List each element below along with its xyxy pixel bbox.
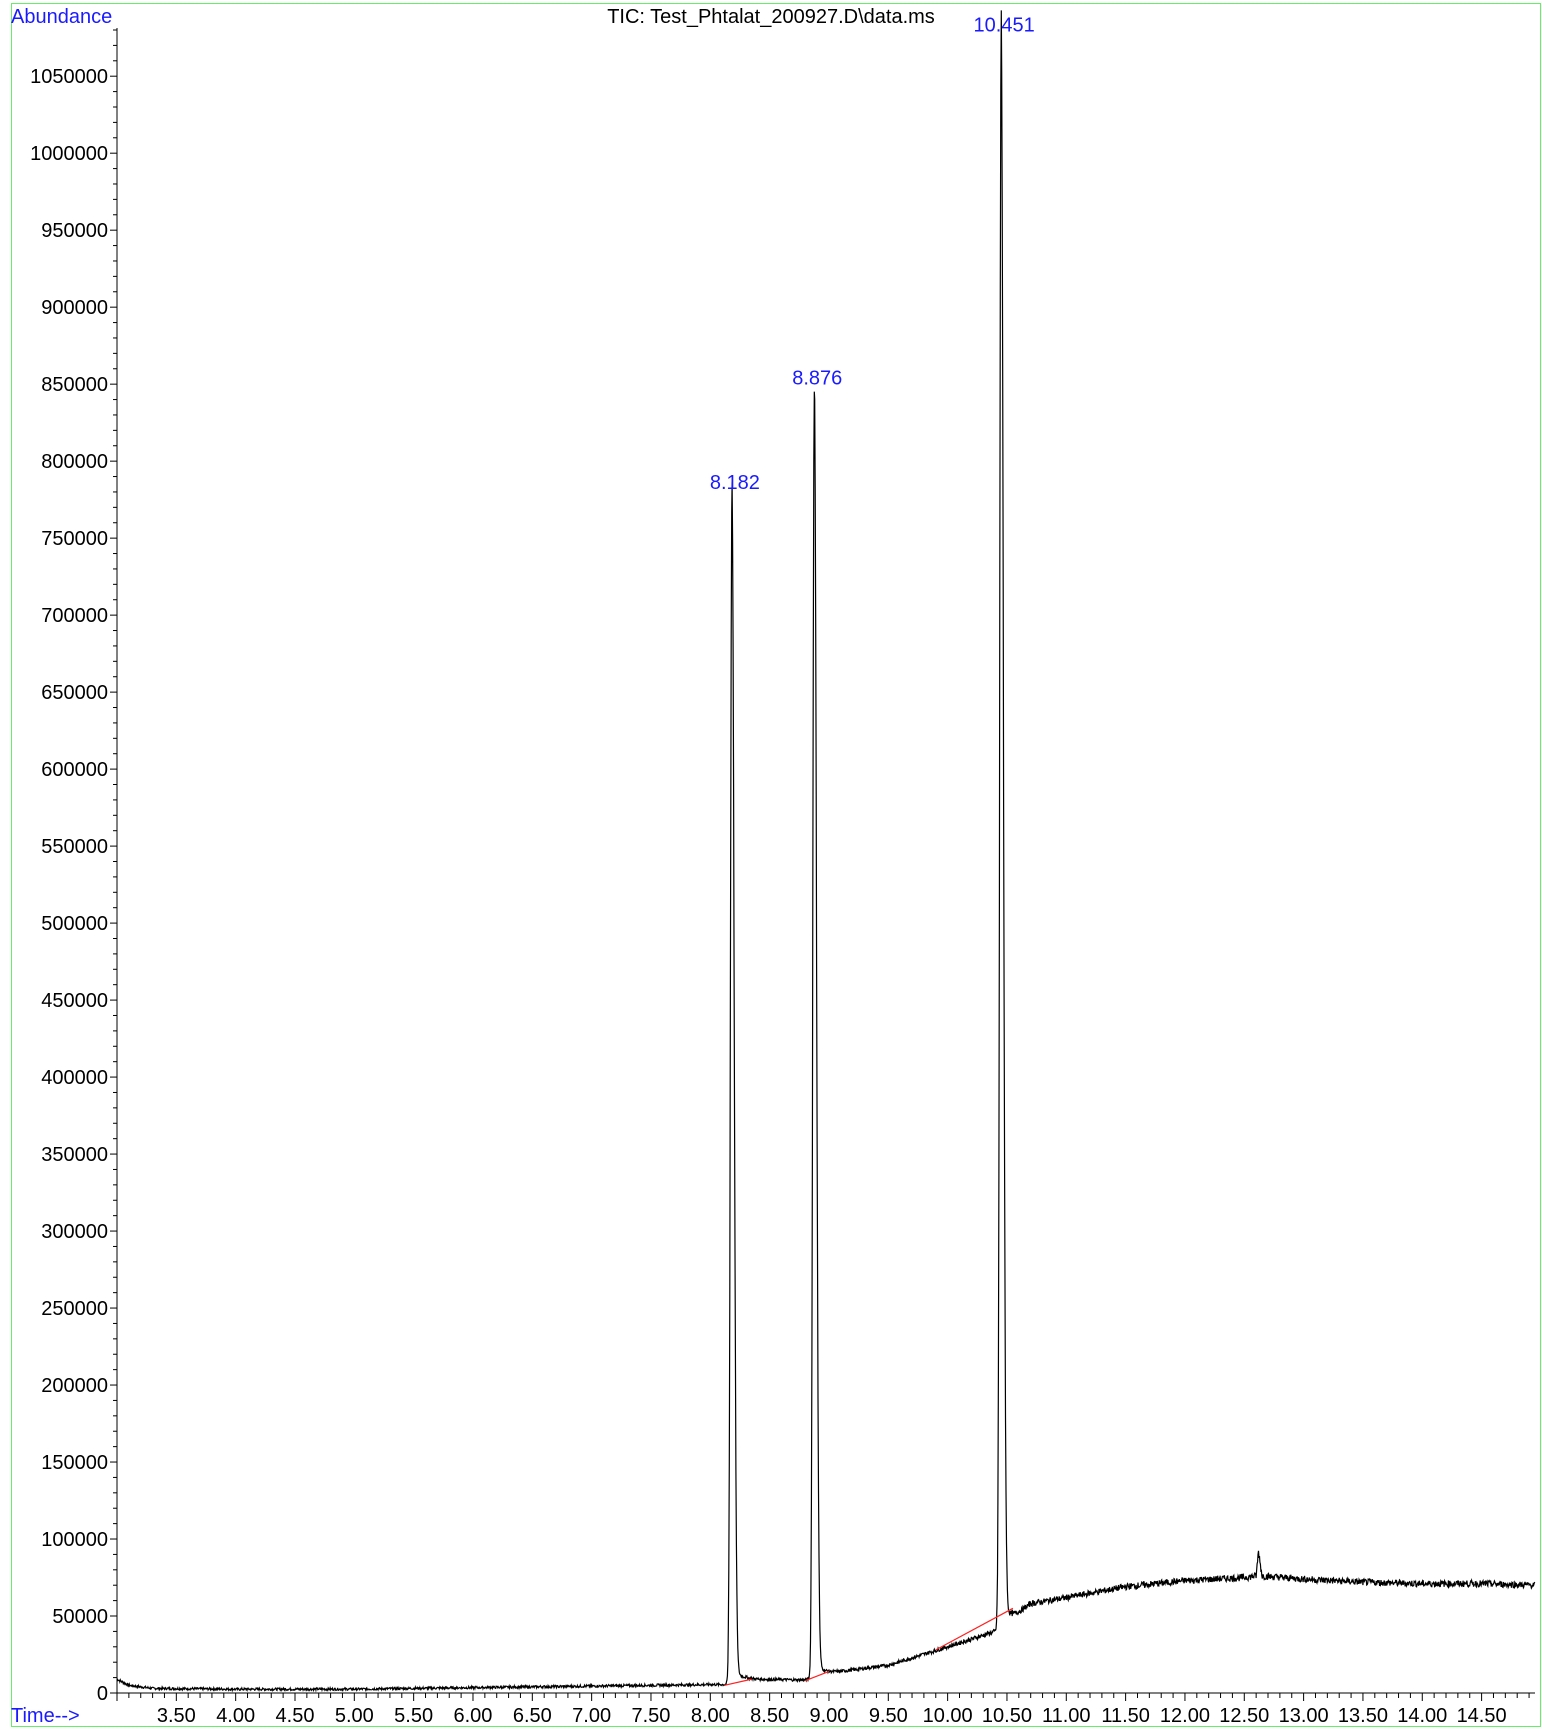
x-tick-label: 7.50 [632,1705,671,1727]
y-tick-label: 400000 [41,1067,108,1089]
x-tick-label: 10.00 [923,1705,973,1727]
x-tick-label: 10.50 [982,1705,1032,1727]
x-tick-label: 14.00 [1397,1705,1447,1727]
y-tick-label: 450000 [41,990,108,1012]
x-tick-label: 3.50 [157,1705,196,1727]
y-tick-label: 700000 [41,605,108,627]
x-tick-label: 5.00 [335,1705,374,1727]
integration-baseline [935,1607,1014,1651]
x-tick-label: 12.50 [1219,1705,1269,1727]
x-tick-label: 5.50 [394,1705,433,1727]
y-tick-label: 200000 [41,1375,108,1397]
y-tick-label: 500000 [41,913,108,935]
y-tick-label: 650000 [41,682,108,704]
chart-frame [11,3,1541,1727]
y-tick-label: 550000 [41,836,108,858]
y-tick-label: 600000 [41,759,108,781]
x-tick-label: 12.00 [1160,1705,1210,1727]
x-tick-label: 6.00 [454,1705,493,1727]
y-tick-label: 750000 [41,528,108,550]
integration-baseline [724,1678,752,1686]
x-tick-label: 9.00 [809,1705,848,1727]
x-tick-label: 7.00 [572,1705,611,1727]
tic-trace-line [116,10,1536,1693]
x-tick-label: 14.50 [1457,1705,1507,1727]
integration-baselines [724,1607,1014,1686]
x-tick-label: 8.00 [691,1705,730,1727]
y-tick-label: 800000 [41,451,108,473]
x-tick-label: 13.50 [1338,1705,1388,1727]
x-tick-label: 4.00 [216,1705,255,1727]
y-tick-label: 50000 [52,1606,108,1628]
peak-label: 10.451 [974,15,1035,37]
x-tick-label: 4.50 [276,1705,315,1727]
x-axis-title: Time--> [11,1705,80,1727]
y-tick-label: 1000000 [30,143,108,165]
peak-label: 8.182 [710,472,760,494]
tic-trace [116,10,1536,1693]
y-tick-label: 100000 [41,1529,108,1551]
peak-labels: 8.182 8.876 10.451 [710,15,1035,494]
x-tick-label: 6.50 [513,1705,552,1727]
y-tick-label: 0 [97,1683,108,1705]
y-tick-label: 300000 [41,1221,108,1243]
axes: 0 50000 100000 150000 200000 250000 300000 3500… [30,28,1535,1727]
x-tick-label: 11.00 [1042,1705,1091,1727]
integration-baseline [805,1670,830,1682]
x-tick-label: 8.50 [750,1705,789,1727]
y-tick-label: 850000 [41,374,108,396]
y-tick-label: 350000 [41,1144,108,1166]
chart-title: TIC: Test_Phtalat_200927.D\data.ms [607,6,935,28]
y-tick-label: 900000 [41,297,108,319]
x-tick-label: 13.00 [1279,1705,1329,1727]
x-tick-label: 9.50 [869,1705,908,1727]
y-axis-title: Abundance [11,6,113,28]
x-tick-label: 11.50 [1101,1705,1150,1727]
y-tick-label: 250000 [41,1298,108,1320]
y-tick-label: 1050000 [30,66,108,88]
peak-label: 8.876 [792,367,842,389]
y-tick-label: 950000 [41,220,108,242]
y-tick-label: 150000 [41,1452,108,1474]
